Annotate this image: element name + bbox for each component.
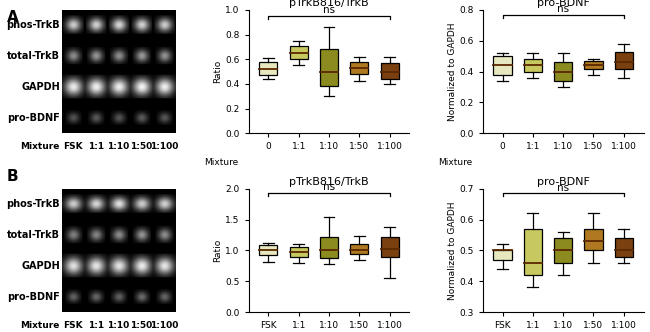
Text: pro-BDNF: pro-BDNF (7, 113, 60, 123)
Bar (524, 229, 542, 275)
Text: FSK: FSK (63, 142, 83, 151)
Bar (554, 238, 572, 263)
Bar (320, 237, 338, 258)
Text: phos-TrkB: phos-TrkB (6, 20, 60, 30)
Y-axis label: Ratio: Ratio (213, 60, 222, 83)
Bar (380, 63, 398, 79)
Text: ns: ns (323, 183, 335, 193)
Bar (320, 49, 338, 86)
Text: 1:100: 1:100 (150, 321, 178, 330)
Text: ns: ns (323, 5, 335, 15)
Text: 1:100: 1:100 (150, 142, 178, 151)
Text: total-TrkB: total-TrkB (7, 230, 60, 240)
Text: B: B (6, 169, 18, 184)
Text: Mixture: Mixture (203, 158, 238, 167)
Bar (615, 51, 633, 68)
Text: 1:50: 1:50 (130, 321, 152, 330)
Text: Mixture: Mixture (438, 158, 472, 167)
Text: GAPDH: GAPDH (21, 82, 60, 92)
Bar (350, 244, 369, 254)
Text: GAPDH: GAPDH (21, 261, 60, 271)
Text: Mixture: Mixture (20, 142, 59, 151)
Text: 1:50: 1:50 (130, 142, 152, 151)
Bar (584, 229, 603, 250)
Bar (350, 62, 369, 74)
Y-axis label: Normalized to GAPDH: Normalized to GAPDH (448, 201, 457, 300)
Bar (259, 62, 278, 75)
Text: pro-BDNF: pro-BDNF (7, 292, 60, 302)
Y-axis label: Ratio: Ratio (213, 239, 222, 262)
Text: ns: ns (557, 183, 569, 193)
Text: Mixture: Mixture (20, 321, 59, 330)
Bar (290, 247, 308, 257)
Bar (493, 250, 512, 260)
Title: pro-BDNF: pro-BDNF (537, 177, 590, 187)
Title: pTrkB816/TrkB: pTrkB816/TrkB (289, 0, 369, 8)
Bar (524, 59, 542, 72)
Text: 1:1: 1:1 (88, 142, 104, 151)
Text: A: A (6, 10, 18, 25)
Bar (259, 245, 278, 255)
Text: total-TrkB: total-TrkB (7, 51, 60, 61)
Text: FSK: FSK (63, 321, 83, 330)
Text: 1:10: 1:10 (107, 142, 129, 151)
Text: 1:10: 1:10 (107, 321, 129, 330)
Bar (290, 46, 308, 59)
Title: pro-BDNF: pro-BDNF (537, 0, 590, 8)
Title: pTrkB816/TrkB: pTrkB816/TrkB (289, 177, 369, 187)
Text: 1:1: 1:1 (88, 321, 104, 330)
Text: ns: ns (557, 4, 569, 14)
Bar (554, 62, 572, 81)
Bar (493, 56, 512, 75)
Text: phos-TrkB: phos-TrkB (6, 199, 60, 209)
Bar (584, 61, 603, 68)
Bar (380, 237, 398, 257)
Bar (615, 238, 633, 257)
Y-axis label: Normalized to GAPDH: Normalized to GAPDH (448, 22, 457, 121)
